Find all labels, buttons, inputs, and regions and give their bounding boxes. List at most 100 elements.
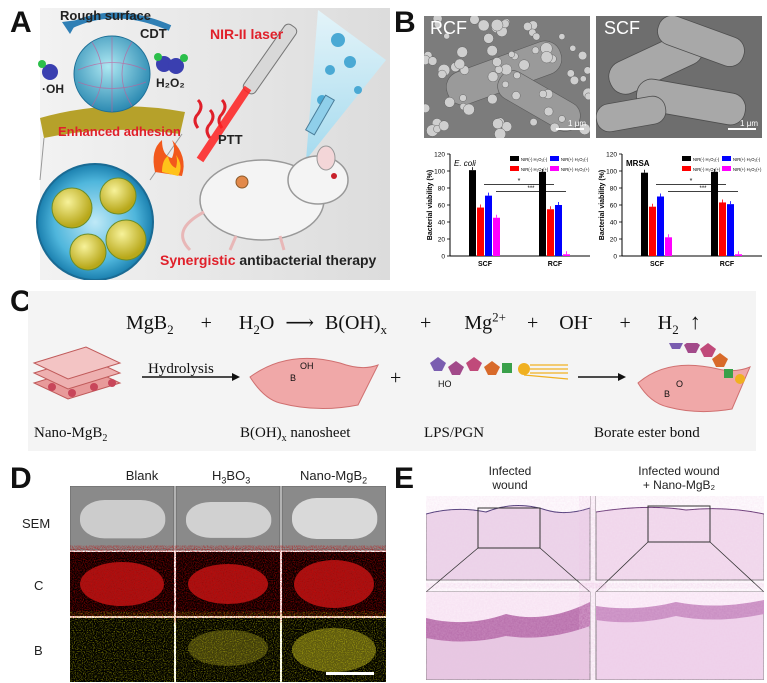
y-tick-label: 0 (613, 254, 617, 261)
chart-ecoli: 0 20 40 60 80 100 120 Bacterial viability (%) E.… (424, 148, 594, 276)
bar (649, 206, 656, 256)
y-tick-label: 60 (610, 203, 618, 210)
scale-bar-scf (728, 128, 756, 130)
y-tick-label: 40 (438, 220, 446, 227)
zoom-box-1 (477, 507, 541, 549)
borate-label: Borate ester bond (594, 425, 700, 441)
boh-nanosheet (249, 357, 380, 410)
legend-label: NIR(-) H₂O₂(+) (521, 167, 549, 172)
boh-nanosheet-text: B(OH) (240, 425, 282, 441)
y-tick-label: 60 (438, 203, 446, 210)
chart-mrsa: 0 20 40 60 80 100 120 Bacterial viability (%) MR… (596, 148, 766, 276)
eq-boh-sub: x (380, 322, 388, 337)
therapy-rest: antibacterial therapy (235, 252, 377, 268)
h3bo3-bo: BO (226, 468, 246, 483)
boh-nanosheet-label: B(OH)x nanosheet (240, 425, 350, 444)
panel-d: D Blank H3BO3 Nano-MgB2 SEM C B (0, 458, 390, 683)
eq-oh-sup: - (588, 309, 593, 325)
histology-images (426, 496, 764, 680)
rough-surface-ledge (40, 106, 185, 138)
sem-image-scf: SCF 1 μm (596, 16, 762, 138)
y-axis-label: Bacterial viability (%) (599, 170, 606, 240)
panel-c: C MgB2 + H2O ⟶ B(OH)x + Mg2+ + OH- + H2 … (0, 283, 767, 455)
bound-lps (669, 343, 745, 384)
bar (493, 217, 500, 256)
borate-b-label: B (664, 389, 671, 399)
nano-mgb2-label: Nano-MgB2 (34, 425, 107, 444)
nano-mgb2-text: Nano-MgB (34, 425, 103, 441)
panel-b: B RCF 1 μm SCF 1 μm 0 20 40 60 80 10 (390, 0, 767, 280)
panel-d-images (70, 486, 386, 682)
y-tick-label: 120 (434, 152, 445, 159)
eq-plus-2: + (420, 312, 432, 334)
nano-mgb2-sub: 2 (102, 433, 108, 444)
legend-swatch (510, 166, 519, 171)
panel-a-letter: A (10, 6, 32, 39)
bar (641, 172, 648, 256)
panel-a-illustration (36, 8, 390, 280)
bar (555, 205, 562, 256)
legend-swatch (722, 166, 731, 171)
bar (563, 254, 570, 256)
legend-label: NIR(+) H₂O₂(-) (733, 157, 761, 162)
e-col1-label: Infected wound (430, 464, 590, 492)
nir-laser-label: NIR-II laser (210, 26, 284, 42)
plus-label: + (390, 367, 402, 389)
gas-arrow-icon: ↑ (689, 309, 701, 334)
injection-cone (306, 10, 386, 160)
chart-label: MRSA (626, 159, 650, 168)
zoom-box-2 (647, 505, 711, 543)
oh-label: ·OH (42, 82, 64, 96)
h2o2-label: H₂O₂ (156, 76, 185, 90)
panel-b-letter: B (394, 6, 416, 39)
col-h3bo3-label: H3BO3 (212, 468, 250, 486)
y-tick-label: 0 (441, 254, 445, 261)
scale-scf-label: 1 μm (740, 119, 758, 128)
therapy-label: Synergistic antibacterial therapy (160, 252, 376, 268)
panel-c-background (28, 291, 756, 451)
borate-sheet (637, 364, 751, 413)
eq-oh: OH (559, 312, 589, 334)
row-b-label: B (34, 643, 43, 658)
bar (727, 204, 734, 256)
bar (657, 196, 664, 256)
legend-swatch (550, 166, 559, 171)
x-tick-label: RCF (720, 261, 735, 268)
lps-pgn-label: LPS/PGN (424, 425, 485, 441)
y-tick-label: 80 (438, 186, 446, 193)
y-tick-label: 120 (606, 152, 617, 159)
eq-h2: H (657, 312, 673, 334)
reaction-equation: MgB2 + H2O ⟶ B(OH)x + Mg2+ + OH- + H2 ↑ (126, 309, 701, 338)
scf-texture (596, 16, 762, 138)
panel-e-letter: E (394, 462, 415, 495)
x-tick-label: SCF (650, 261, 665, 268)
flame-icon (153, 140, 184, 176)
eq-plus-4: + (619, 312, 631, 334)
y-tick-label: 20 (438, 237, 446, 244)
panel-e: E Infected wound Infected wound + Nano-M… (390, 458, 767, 683)
legend-swatch (722, 156, 731, 161)
y-axis-label: Bacterial viability (%) (427, 170, 434, 240)
y-tick-label: 40 (610, 220, 618, 227)
sem-rcf-label: RCF (430, 18, 467, 38)
enhanced-adhesion-label: Enhanced adhesion (58, 124, 181, 139)
ptt-label: PTT (218, 132, 243, 147)
legend-label: NIR(-) H₂O₂(-) (521, 157, 548, 162)
legend-swatch (682, 156, 691, 161)
eq-h: H (238, 312, 254, 334)
lps-ho-label: HO (438, 379, 452, 389)
legend-label: NIR(+) H₂O₂(+) (733, 167, 762, 172)
y-tick-label: 80 (610, 186, 618, 193)
eq-plus-3: + (526, 312, 539, 334)
significance-label: *** (699, 186, 707, 192)
significance-label: * (690, 178, 693, 185)
e-col1-line2: wound (492, 478, 528, 492)
col-blank-label: Blank (125, 468, 159, 483)
e-col2-line1: Infected wound (638, 464, 720, 478)
rough-surface-label: Rough surface (60, 8, 152, 23)
boh-nanosheet-tail: nanosheet (286, 425, 351, 441)
eq-mgb2: MgB (126, 312, 168, 334)
bar (485, 195, 492, 256)
eq-plus-1: + (200, 312, 212, 334)
scale-rcf-label: 1 μm (568, 119, 586, 128)
